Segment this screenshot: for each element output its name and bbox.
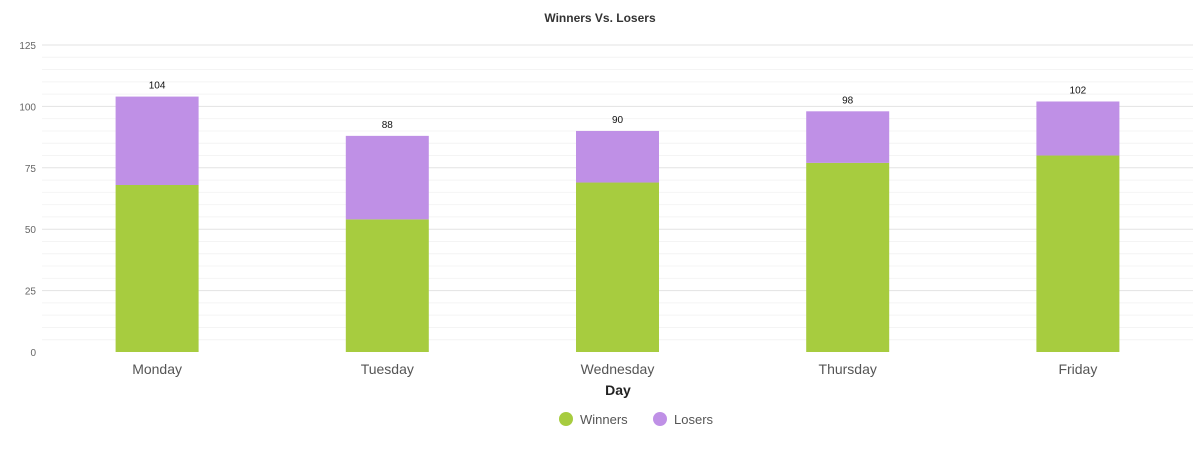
x-tick-label: Tuesday bbox=[361, 361, 414, 377]
bar-losers-friday[interactable] bbox=[1036, 101, 1120, 156]
legend-item-losers[interactable]: Losers bbox=[653, 412, 714, 427]
legend-label: Losers bbox=[674, 412, 714, 427]
x-tick-label: Friday bbox=[1058, 361, 1097, 377]
y-axis: 0 25 50 75 100 125 bbox=[19, 41, 36, 359]
data-label-total: 104 bbox=[149, 81, 166, 92]
y-tick-label: 50 bbox=[25, 225, 37, 236]
bar-losers-wednesday[interactable] bbox=[576, 130, 659, 183]
y-tick-label: 75 bbox=[25, 164, 37, 175]
data-label-total: 88 bbox=[382, 120, 394, 131]
y-tick-label: 25 bbox=[25, 287, 37, 298]
data-label-total: 102 bbox=[1070, 85, 1087, 96]
y-tick-label: 125 bbox=[19, 41, 36, 52]
chart-title: Winners Vs. Losers bbox=[544, 11, 656, 25]
bar-winners-wednesday[interactable] bbox=[576, 182, 659, 352]
bar-losers-thursday[interactable] bbox=[806, 111, 890, 163]
bar-winners-friday[interactable] bbox=[1036, 155, 1120, 352]
x-axis: Monday Tuesday Wednesday Thursday Friday bbox=[132, 361, 1097, 377]
data-label-total: 98 bbox=[842, 95, 854, 106]
bar-winners-thursday[interactable] bbox=[806, 162, 890, 352]
bar-winners-tuesday[interactable] bbox=[345, 219, 429, 352]
data-labels: 104 88 90 98 102 bbox=[149, 81, 1087, 131]
x-tick-label: Monday bbox=[132, 361, 182, 377]
x-axis-title: Day bbox=[605, 382, 631, 398]
legend-label: Winners bbox=[580, 412, 628, 427]
data-label-total: 90 bbox=[612, 115, 624, 126]
bar-winners-monday[interactable] bbox=[115, 184, 199, 352]
legend-marker-icon bbox=[559, 412, 573, 426]
bars bbox=[115, 96, 1120, 352]
bar-losers-tuesday[interactable] bbox=[345, 135, 429, 220]
bar-losers-monday[interactable] bbox=[115, 96, 199, 185]
legend-item-winners[interactable]: Winners bbox=[559, 412, 628, 427]
y-tick-label: 100 bbox=[19, 102, 36, 113]
x-tick-label: Wednesday bbox=[581, 361, 655, 377]
legend[interactable]: Winners Losers bbox=[559, 412, 714, 427]
y-tick-label: 0 bbox=[30, 348, 36, 359]
legend-marker-icon bbox=[653, 412, 667, 426]
x-tick-label: Thursday bbox=[819, 361, 877, 377]
